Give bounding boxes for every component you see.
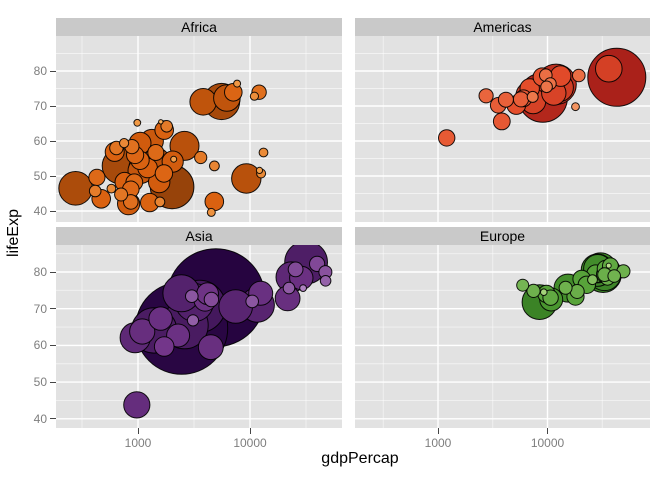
facet-strip-asia: Asia	[56, 227, 342, 245]
data-bubble	[204, 191, 225, 212]
y-tick-label: 40	[33, 411, 47, 426]
data-bubble	[607, 269, 622, 283]
facet-label-americas: Americas	[473, 19, 532, 35]
axis-tick-mark	[50, 175, 56, 177]
data-bubble	[123, 194, 139, 210]
data-bubble	[206, 207, 216, 217]
axis-tick-mark	[50, 70, 56, 72]
facet-panel-europe	[355, 245, 650, 428]
data-bubble	[497, 91, 514, 108]
data-bubble	[154, 164, 174, 183]
data-bubble	[186, 314, 200, 327]
x-axis-title: gdpPercap	[321, 450, 399, 467]
data-bubble	[595, 54, 623, 83]
data-bubble	[218, 289, 253, 324]
data-bubble	[119, 138, 130, 149]
data-bubble	[540, 80, 553, 94]
axis-tick-mark	[50, 418, 56, 420]
data-bubble	[299, 284, 308, 292]
facet-panel-americas	[355, 36, 650, 222]
x-tick-label: 1000	[124, 436, 152, 450]
y-tick-label: 80	[33, 265, 47, 279]
y-tick-label: 60	[33, 338, 47, 353]
facet-strip-europe: Europe	[355, 227, 650, 245]
data-bubble	[158, 119, 164, 125]
data-bubble	[58, 171, 93, 206]
data-bubble	[558, 280, 573, 295]
data-bubble	[571, 102, 580, 112]
y-tick-label: 50	[33, 375, 47, 390]
axis-tick-mark	[50, 140, 56, 142]
data-bubble	[114, 187, 129, 202]
axis-tick-mark	[50, 271, 56, 273]
facet-strip-africa: Africa	[56, 18, 342, 36]
axis-tick-mark	[50, 105, 56, 107]
data-bubble	[478, 88, 494, 104]
data-bubble	[194, 150, 208, 165]
facet-label-asia: Asia	[185, 228, 213, 244]
data-bubble	[133, 118, 142, 127]
data-bubble	[255, 166, 264, 174]
data-bubble	[605, 262, 612, 269]
data-bubble	[526, 90, 539, 103]
data-bubble	[540, 288, 548, 297]
data-bubble	[233, 79, 242, 88]
x-tick-label: 10000	[233, 436, 267, 450]
axis-tick-mark	[437, 428, 439, 434]
facet-strip-americas: Americas	[355, 18, 650, 36]
data-bubble	[287, 261, 304, 278]
axis-tick-mark	[50, 344, 56, 346]
y-tick-label: 60	[33, 134, 47, 148]
data-bubble	[249, 91, 259, 101]
data-bubble	[189, 88, 217, 116]
data-bubble	[106, 183, 117, 194]
axis-tick-mark	[50, 381, 56, 383]
data-bubble	[129, 318, 156, 345]
data-bubble	[154, 196, 166, 208]
facet-label-europe: Europe	[479, 228, 526, 244]
data-bubble	[438, 129, 456, 147]
y-tick-label: 50	[33, 169, 47, 183]
data-bubble	[185, 289, 199, 304]
facet-label-africa: Africa	[181, 19, 217, 35]
data-bubble	[282, 281, 296, 295]
data-bubble	[147, 144, 165, 161]
axis-tick-mark	[249, 428, 251, 434]
data-bubble	[526, 283, 541, 299]
data-bubble	[88, 184, 102, 198]
y-tick-label: 70	[33, 99, 47, 113]
data-bubble	[88, 168, 106, 186]
data-bubble	[160, 120, 173, 133]
x-tick-label: 1000	[424, 436, 452, 450]
data-bubble	[512, 91, 530, 108]
data-bubble	[258, 147, 269, 158]
data-bubble	[148, 306, 173, 331]
x-tick-label: 10000	[530, 436, 565, 450]
data-bubble	[516, 278, 530, 292]
data-bubble	[153, 336, 175, 357]
axis-tick-mark	[547, 428, 548, 434]
axis-tick-mark	[50, 308, 56, 310]
data-bubble	[170, 155, 178, 163]
axis-tick-mark	[137, 428, 139, 434]
data-bubble	[197, 334, 224, 361]
facet-panel-asia	[56, 245, 342, 428]
data-bubble	[245, 294, 259, 309]
data-bubble	[572, 68, 586, 83]
data-bubble	[123, 391, 151, 419]
data-bubble	[231, 163, 262, 194]
axis-tick-mark	[50, 210, 56, 212]
data-bubble	[209, 160, 220, 172]
y-tick-label: 70	[33, 301, 47, 316]
y-tick-label: 40	[33, 204, 47, 218]
facet-panel-africa	[56, 36, 342, 222]
data-bubble	[587, 274, 598, 286]
y-tick-label: 80	[33, 64, 47, 78]
data-bubble	[492, 112, 511, 131]
data-bubble	[319, 275, 332, 287]
data-bubble	[203, 291, 220, 308]
